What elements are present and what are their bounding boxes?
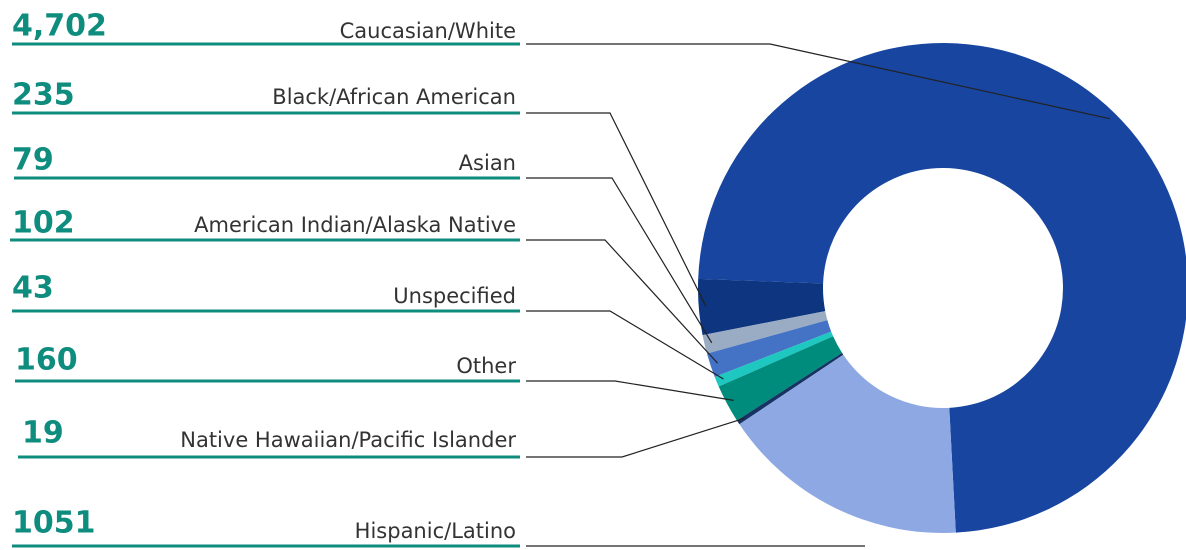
leader-line: [526, 112, 707, 307]
donut-slice: [698, 43, 1186, 533]
value-label: 79: [12, 143, 54, 178]
donut-slice: [718, 336, 843, 421]
category-label: Caucasian/White: [340, 19, 516, 43]
category-label: Hispanic/Latino: [355, 519, 516, 543]
value-label: 19: [22, 416, 64, 451]
leader-line: [526, 177, 713, 344]
value-label: 102: [12, 206, 75, 241]
leader-line: [526, 380, 734, 401]
leader-line: [526, 417, 745, 458]
value-label: 235: [12, 78, 75, 113]
value-label: 43: [12, 271, 54, 306]
donut-slice: [739, 354, 956, 533]
donut-slice: [702, 311, 828, 354]
donut-slice: [736, 352, 844, 425]
category-label: Black/African American: [272, 85, 516, 109]
category-label: American Indian/Alaska Native: [194, 213, 516, 237]
donut-slice: [714, 331, 834, 387]
category-label: Native Hawaiian/Pacific Islander: [180, 428, 516, 452]
category-label: Other: [456, 354, 516, 378]
category-label: Asian: [459, 151, 516, 175]
value-label: 160: [15, 343, 78, 378]
leader-line: [526, 239, 718, 364]
value-label: 4,702: [12, 9, 107, 44]
donut-slice: [698, 278, 826, 336]
leader-line: [526, 43, 1110, 120]
leader-line: [526, 310, 724, 380]
value-label: 1051: [12, 506, 96, 541]
category-label: Unspecified: [393, 284, 516, 308]
donut-slice: [706, 320, 832, 377]
